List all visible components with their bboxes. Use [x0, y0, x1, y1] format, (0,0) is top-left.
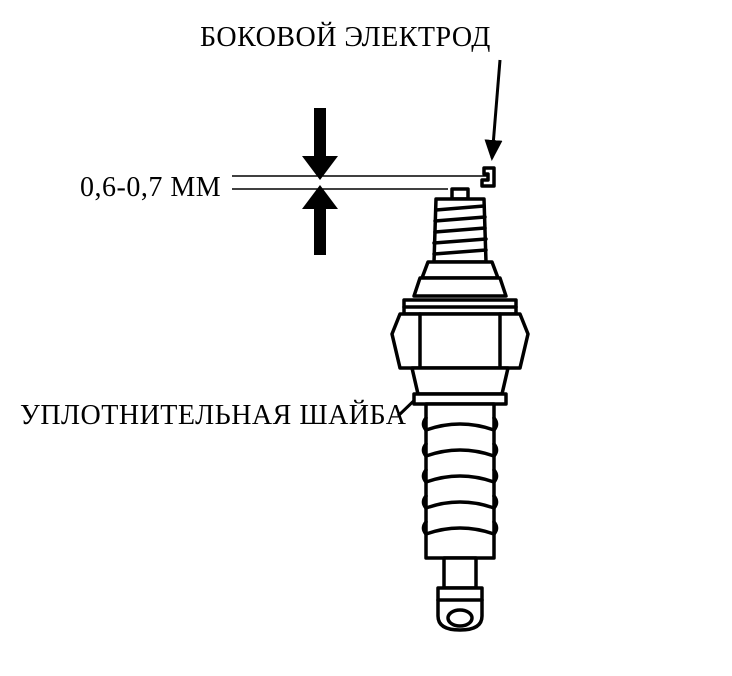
diagram-stage: БОКОВОЙ ЭЛЕКТРОД 0,6-0,7 ММ УПЛОТНИТЕЛЬН…	[0, 0, 732, 676]
gap-arrows	[302, 108, 338, 255]
diagram-svg	[0, 0, 732, 676]
side-electrode-leader	[492, 60, 500, 158]
spark-plug-icon	[392, 168, 528, 630]
gap-reference-lines	[232, 176, 488, 189]
